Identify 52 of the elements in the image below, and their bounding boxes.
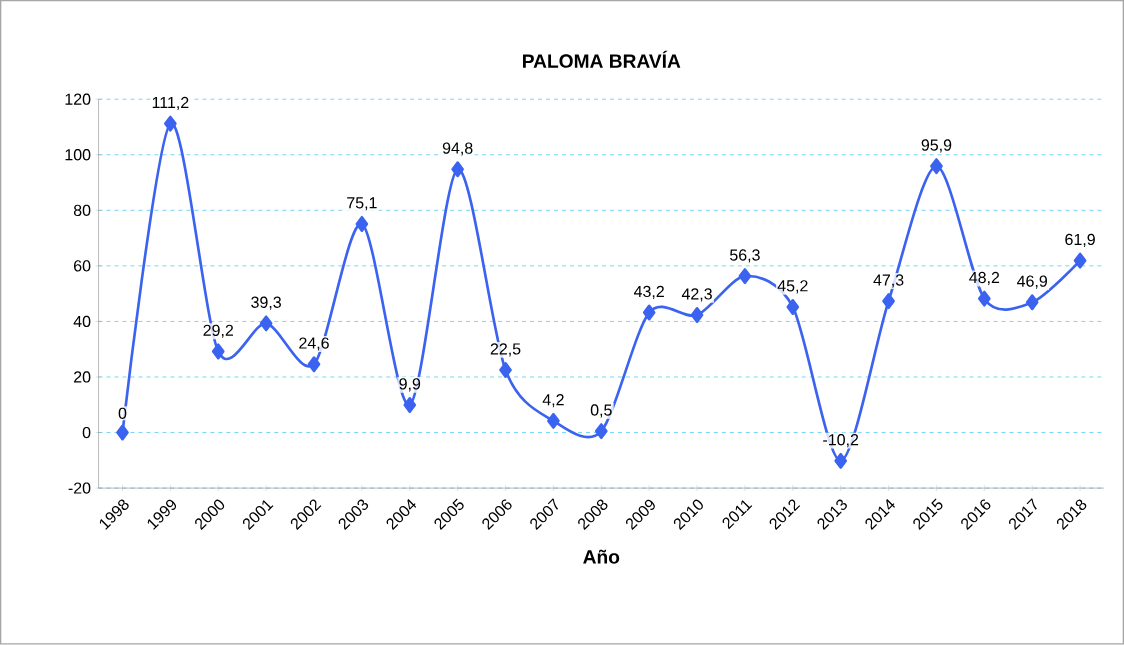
point [978,290,991,307]
data-label: 24,6 [299,337,329,351]
chart-title: PALOMA BRAVÍA [523,50,681,69]
data-label: 22,5 [490,343,521,357]
data-label: 0,5 [590,404,612,418]
data-label: 94,8 [442,142,473,156]
data-label: 29,2 [203,324,233,339]
point [1073,252,1087,269]
point [547,413,560,430]
point [786,299,800,316]
y-tick-label: 120 [65,93,91,106]
y-tick-label: 0 [82,427,91,439]
point [259,315,273,332]
y-tick-label: 100 [65,149,91,161]
point [594,423,608,440]
point [355,216,369,233]
point [834,453,848,470]
data-label: 42,3 [681,288,712,302]
data-label: -10,2 [823,434,859,448]
point [738,268,752,285]
point [1025,294,1039,311]
y-tick-label: 40 [73,315,91,328]
point [499,362,512,379]
data-label: 39,3 [251,296,281,310]
y-tick-label: 20 [74,371,91,383]
data-label: 45,2 [777,280,808,294]
y-tick-label: 60 [74,260,91,272]
data-label: 75,1 [347,197,377,211]
data-label: 111,2 [152,97,189,111]
data-label: 48,2 [969,272,1000,286]
data-label: 95,9 [921,139,952,153]
point [164,115,177,132]
point [307,356,321,373]
data-label: 0 [118,407,127,420]
data-label: 61,9 [1065,234,1095,248]
data-label: 47,3 [873,274,904,288]
data-label: 4,2 [542,394,564,408]
data-label: 9,9 [399,378,421,392]
point [642,304,656,321]
point [211,343,225,360]
point [882,293,895,310]
data-label: 56,3 [730,249,760,263]
point [451,161,464,178]
y-tick-label: -20 [68,482,91,494]
x-axis-title: Año [583,549,620,564]
point [690,307,704,324]
data-label: 46,9 [1017,275,1047,289]
point [930,158,943,175]
point [403,397,417,414]
point [116,424,129,441]
y-tick-label: 80 [73,204,91,217]
data-label: 43,2 [633,285,664,300]
